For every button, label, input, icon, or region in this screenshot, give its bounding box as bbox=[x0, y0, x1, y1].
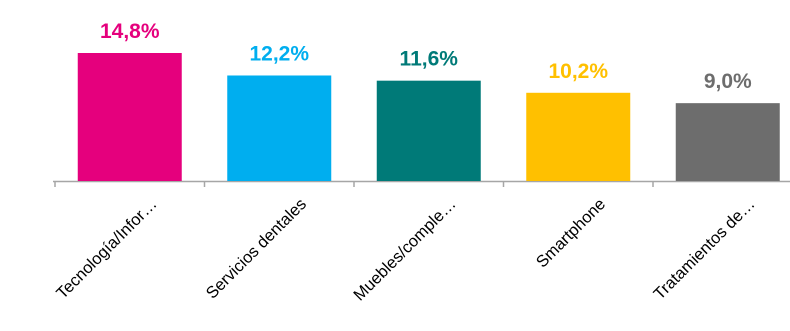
data-label: 9,0% bbox=[704, 70, 752, 93]
data-label: 12,2% bbox=[249, 42, 309, 65]
category-tick-label: Tecnología/Infor… bbox=[53, 195, 160, 302]
bar bbox=[227, 75, 332, 181]
bar bbox=[376, 80, 481, 181]
category-tick-label: Muebles/comple… bbox=[350, 195, 459, 304]
data-label: 11,6% bbox=[400, 48, 459, 71]
data-label: 14,8% bbox=[100, 20, 160, 43]
category-tick-label: Smartphone bbox=[533, 195, 609, 271]
bar bbox=[77, 53, 182, 181]
category-tick-label: Servicios dentales bbox=[203, 195, 310, 302]
bar bbox=[526, 92, 631, 181]
data-label: 10,2% bbox=[548, 60, 608, 83]
bar bbox=[675, 103, 780, 181]
category-tick-label: Tratamientos de… bbox=[650, 195, 758, 303]
